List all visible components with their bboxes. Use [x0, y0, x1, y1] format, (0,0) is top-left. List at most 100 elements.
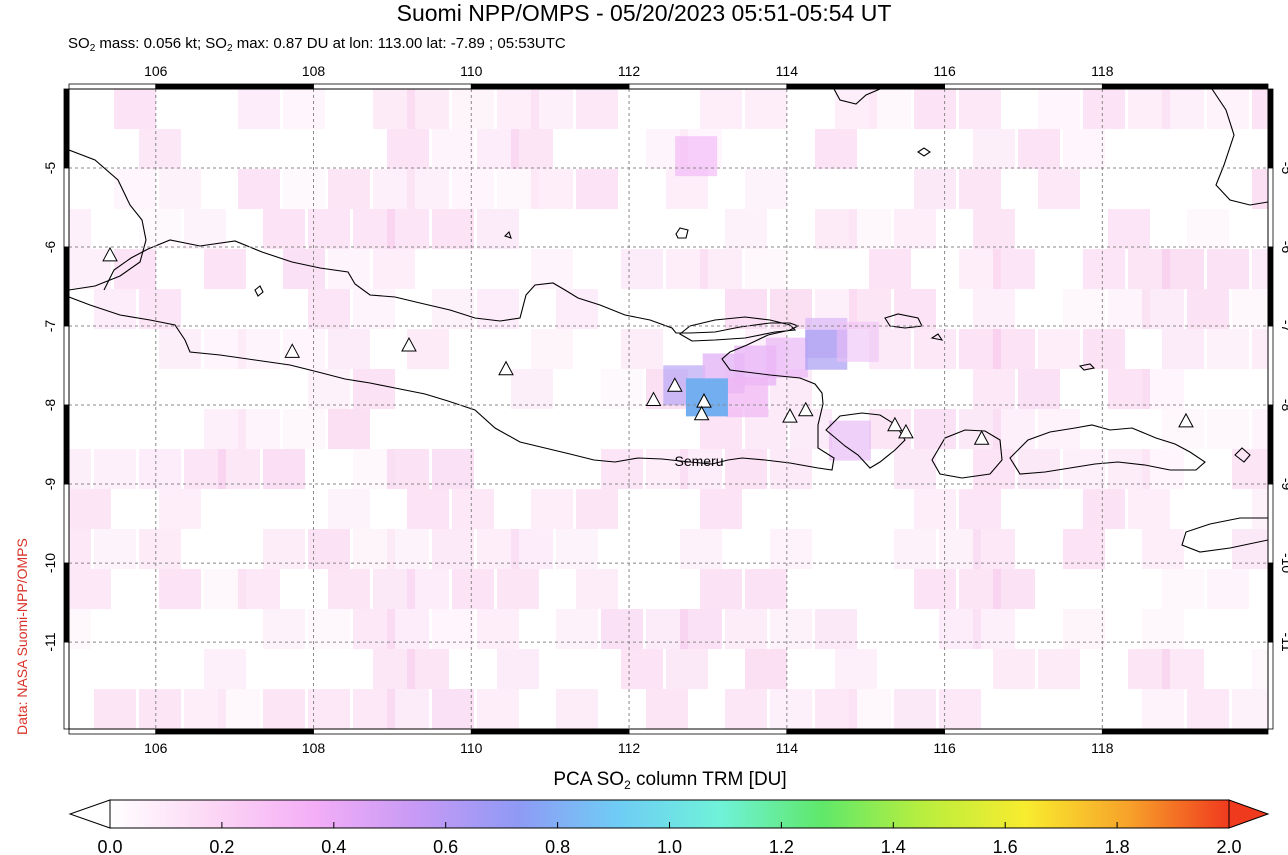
frame-bar-bottom	[68, 728, 157, 735]
frame-bar-left	[63, 325, 70, 406]
coastline-sumatra	[69, 149, 147, 291]
so2-pixel	[1252, 649, 1268, 689]
so2-pixel	[373, 89, 415, 129]
coastline-islet-1	[917, 147, 931, 157]
so2-pixel	[993, 569, 1035, 609]
coastline-java	[69, 239, 835, 471]
so2-pixel	[477, 209, 519, 249]
so2-pixel	[1142, 289, 1184, 329]
so2-pixel	[238, 729, 280, 769]
so2-pixel	[959, 169, 1001, 209]
so2-pixel	[1142, 369, 1184, 409]
so2-pixel	[1187, 689, 1229, 729]
so2-pixel	[1142, 529, 1184, 569]
coastline-islet-4	[930, 333, 944, 341]
so2-pixel	[869, 729, 911, 769]
volcano-triangle-icon	[102, 246, 118, 262]
so2-pixel	[387, 129, 429, 169]
so2-mass-text: mass: 0.056 kt; SO	[95, 35, 227, 52]
so2-pixel	[894, 289, 936, 329]
so2-pixel	[1063, 529, 1105, 569]
colorbar-title-sub: 2	[624, 778, 631, 792]
so2-pixel	[869, 89, 911, 129]
so2-pixel	[94, 449, 136, 489]
so2-pixel	[745, 249, 787, 289]
so2-pixel	[745, 89, 787, 129]
so2-pixel	[159, 329, 201, 369]
frame-bar-right	[1267, 404, 1274, 485]
so2-pixel	[700, 89, 742, 129]
lat-tick-label-left: -8	[42, 399, 58, 412]
lat-tick-label-left: -11	[42, 632, 58, 651]
coastline-sumbawa	[1009, 424, 1206, 475]
so2-pixel	[387, 209, 429, 249]
so2-pixel	[835, 89, 877, 129]
so2-pixel	[666, 649, 708, 689]
so2-pixel	[601, 449, 643, 489]
frame-bar-left	[63, 562, 70, 643]
so2-pixel	[139, 209, 181, 249]
so2-pixel	[159, 569, 201, 609]
so2-pixel	[69, 569, 111, 609]
so2-pixel	[531, 489, 573, 529]
so2-pixel	[621, 249, 663, 289]
so2-pixel	[1018, 449, 1060, 489]
colorbar-tick-label: 0.6	[433, 837, 458, 855]
so2-pixel	[601, 369, 643, 409]
so2-pixel	[1207, 249, 1249, 289]
so2-pixel	[770, 289, 812, 329]
so2-pixel	[387, 529, 429, 569]
so2-pixel	[69, 209, 91, 249]
so2-pixel	[914, 569, 956, 609]
so2-pixel	[1252, 409, 1268, 449]
frame-bar-right	[1267, 88, 1274, 169]
colorbar-under-arrow	[68, 799, 111, 829]
so2-pixel	[328, 569, 370, 609]
colorbar-tick-label: 1.2	[769, 837, 794, 855]
so2-mass-prefix: SO	[68, 35, 90, 52]
so2-pixel	[959, 249, 1001, 289]
so2-pixel	[204, 329, 246, 369]
so2-pixel	[914, 489, 956, 529]
colorbar-tick-label: 1.8	[1105, 837, 1130, 855]
so2-pixel	[387, 689, 429, 729]
colorbar: 0.0 0.2 0.4 0.6 0.8 1.0 1.2 1.4 1.6 1.8 2.0	[68, 799, 1270, 855]
so2-pixel	[959, 89, 1001, 129]
so2-pixel	[407, 729, 449, 769]
so2-pixel	[1252, 489, 1268, 529]
so2-pixel	[159, 489, 201, 529]
so2-pixel	[238, 409, 280, 449]
so2-pixel	[353, 689, 395, 729]
so2-pixel	[407, 489, 449, 529]
so2-pixel	[263, 529, 305, 569]
so2-pixel	[1207, 569, 1249, 609]
so2-pixel	[894, 689, 936, 729]
frame-bar-right	[1267, 641, 1274, 730]
so2-pixel	[477, 689, 519, 729]
lon-tick-label-bottom: 116	[933, 740, 956, 756]
so2-pixel	[666, 249, 708, 289]
so2-pixel	[973, 529, 1015, 569]
so2-pixel	[894, 209, 936, 249]
so2-pixel	[452, 89, 494, 129]
so2-pixel	[283, 409, 325, 449]
so2-pixel	[353, 209, 395, 249]
so2-pixel	[497, 569, 539, 609]
so2-pixel	[556, 689, 598, 729]
so2-pixel	[432, 609, 474, 649]
so2-pixel	[959, 569, 1001, 609]
lon-tick-label-top: 116	[933, 63, 956, 79]
so2-pixel	[1063, 609, 1105, 649]
so2-pixel	[959, 329, 1001, 369]
so2-pixel	[1162, 649, 1204, 689]
so2-pixel	[765, 337, 808, 378]
so2-pixel	[815, 689, 857, 729]
coastline-islet-6	[1234, 447, 1251, 463]
volcano-label-semeru: Semeru	[674, 453, 723, 469]
so2-pixel	[973, 289, 1015, 329]
so2-pixel	[432, 129, 474, 169]
volcano-triangle-icon	[696, 393, 712, 408]
colorbar-tick-label: 1.4	[881, 837, 906, 855]
so2-pixel	[1207, 329, 1249, 369]
so2-max-pixel	[685, 378, 728, 417]
